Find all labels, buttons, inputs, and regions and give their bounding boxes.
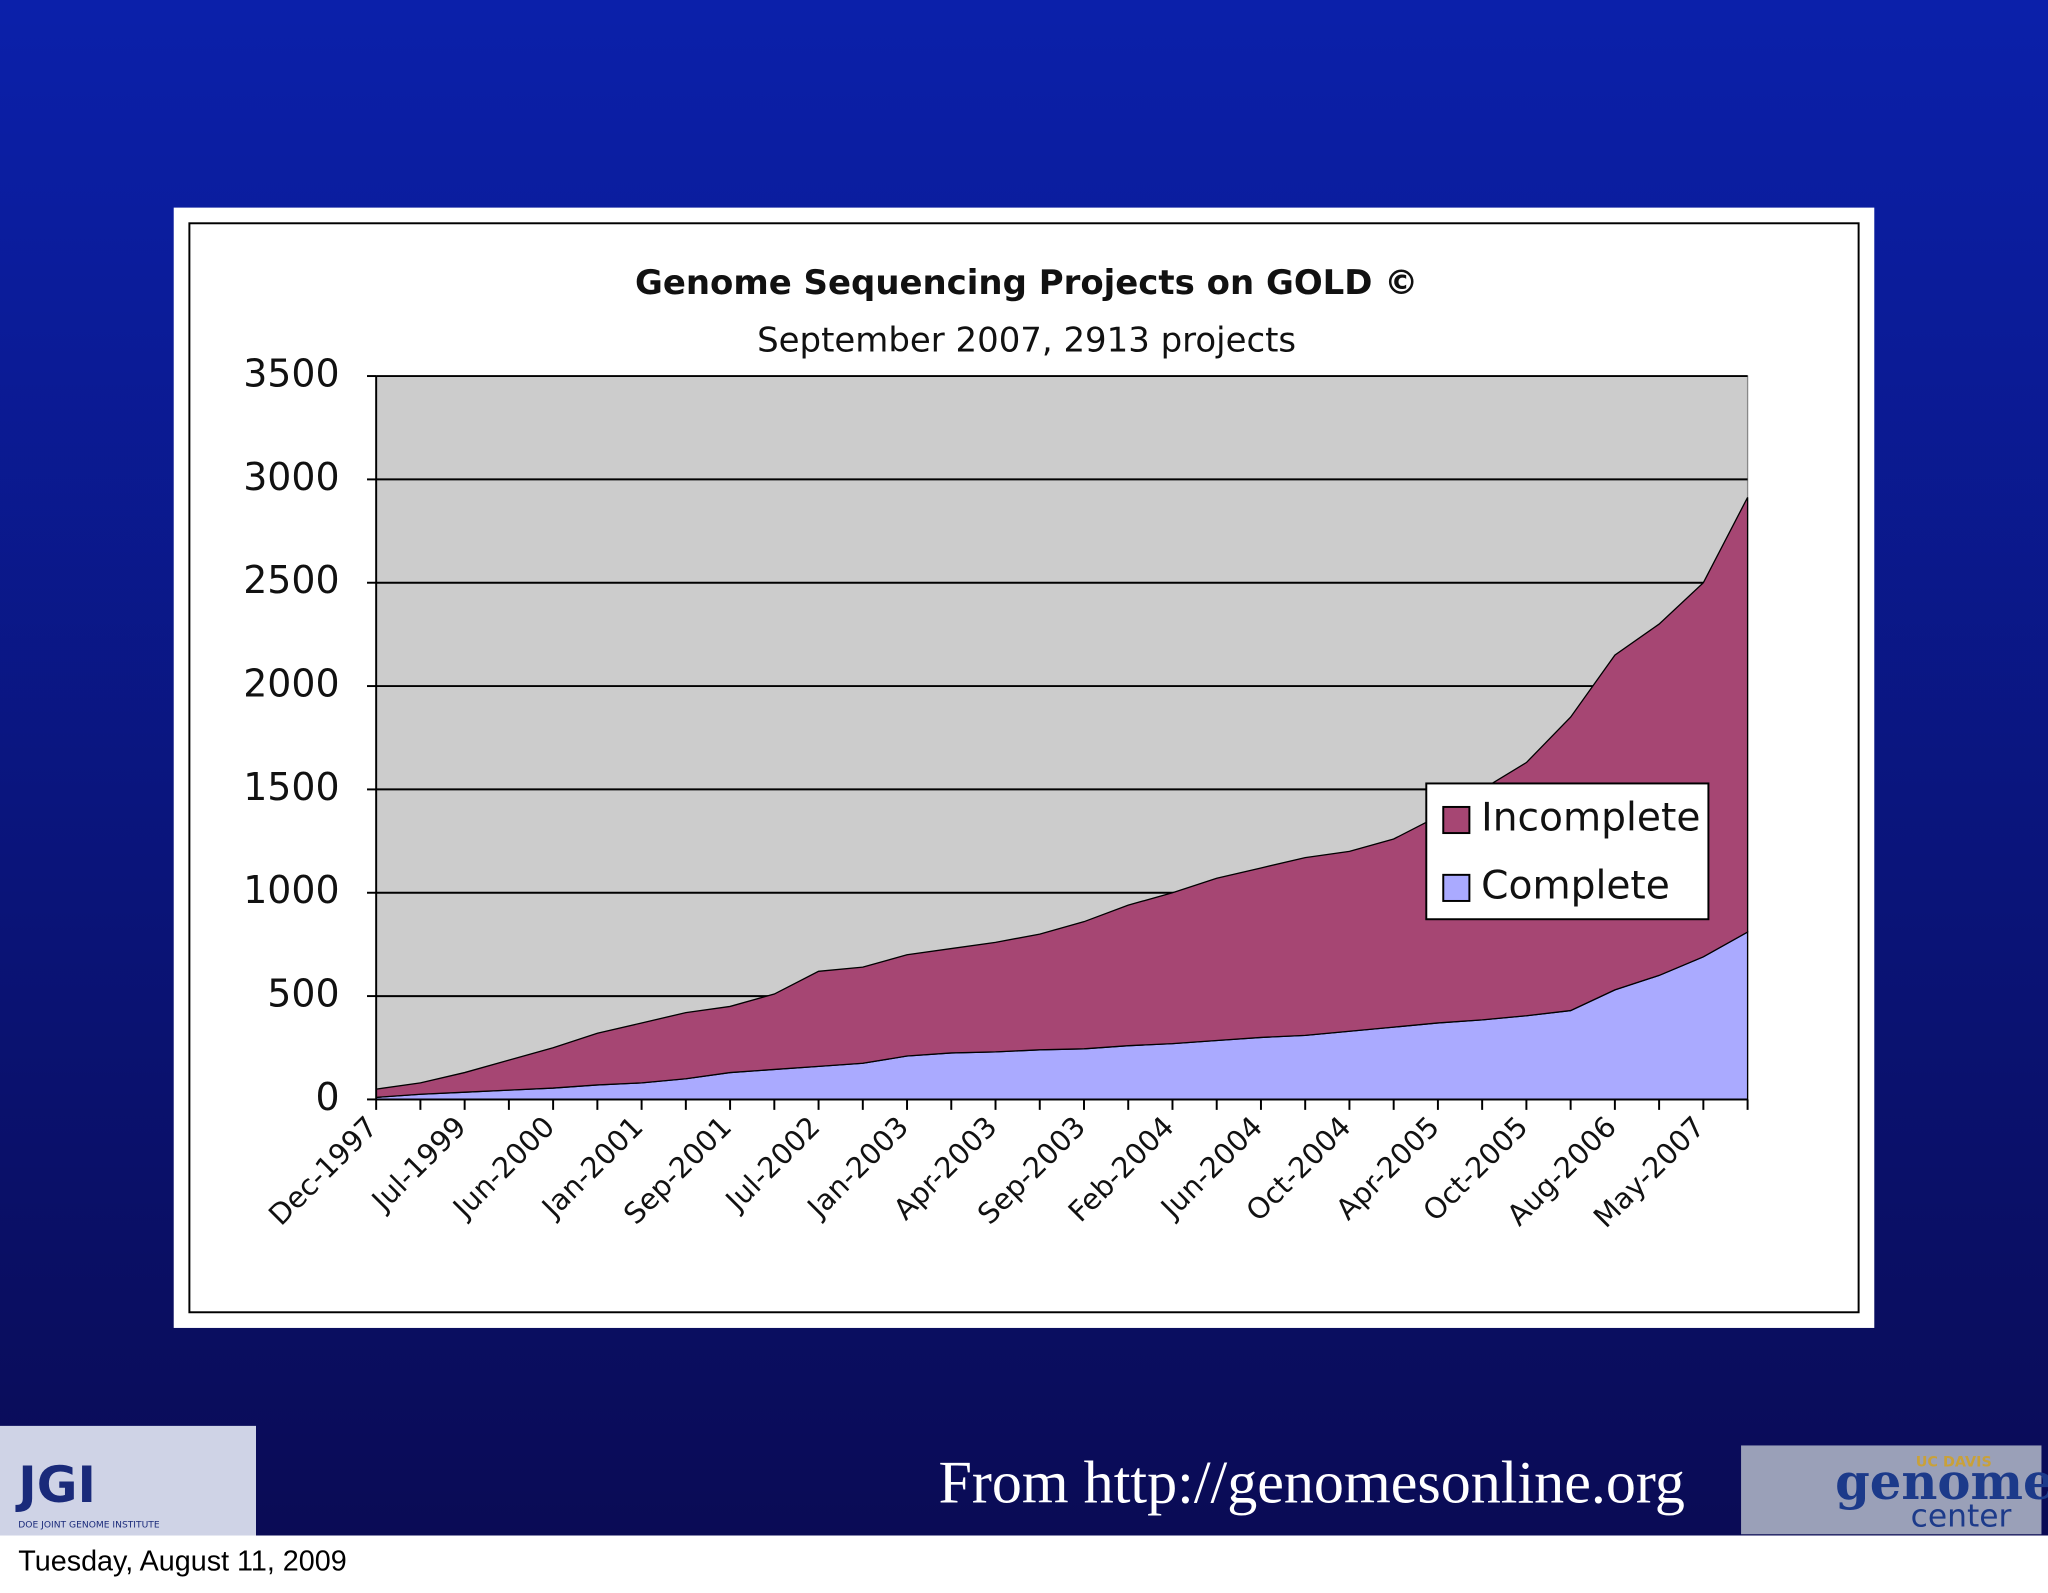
genome-logo: genome [1835,1452,2048,1511]
legend-label: Incomplete [1481,796,1700,841]
jgi-logo-bg [0,1425,256,1536]
source-caption: From http://genomesonline.org [938,1448,1684,1515]
y-tick-label: 3500 [243,352,339,396]
y-tick-label: 2500 [243,558,339,602]
y-tick-label: 1000 [243,868,339,912]
y-tick-label: 2000 [243,662,339,706]
chart-title: Genome Sequencing Projects on GOLD © [635,263,1418,303]
center-label: center [1911,1498,2012,1534]
genome-logo-bg [1741,1445,2042,1535]
jgi-logo-sub: DOE JOINT GENOME INSTITUTE [18,1521,160,1531]
legend-label: Complete [1481,863,1670,908]
legend-swatch [1442,805,1471,835]
y-tick-label: 0 [315,1075,339,1119]
y-tick-label: 3000 [243,455,339,499]
y-tick-label: 1500 [243,765,339,809]
date: Tuesday, August 11, 2009 [18,1546,346,1578]
ucdavis-label: UC DAVIS [1916,1454,1992,1470]
area [375,497,1749,1099]
footer-bar [0,1535,2048,1593]
y-tick-label: 500 [267,972,339,1016]
chart-subtitle: September 2007, 2913 projects [757,321,1296,361]
jgi-logo: JGI [15,1456,96,1514]
legend-swatch [1442,873,1471,902]
legend [1425,782,1710,921]
